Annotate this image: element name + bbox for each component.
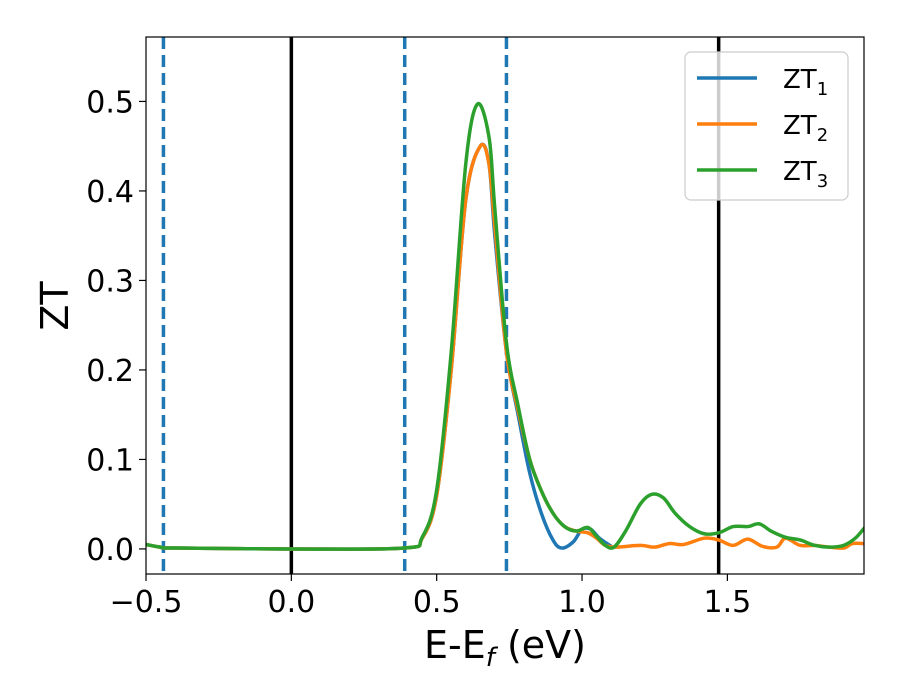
y-tick-label: 0.2 bbox=[86, 354, 134, 389]
x-tick-label: 1.5 bbox=[704, 585, 752, 620]
reference-lines bbox=[161, 37, 721, 574]
series-line-zt3 bbox=[146, 101, 864, 551]
legend-box bbox=[684, 51, 849, 201]
x-tick-label: 1.0 bbox=[558, 585, 606, 620]
y-tick-label: 0.4 bbox=[86, 175, 134, 210]
x-tick-label: −0.5 bbox=[110, 585, 183, 620]
x-tick-label: 0.5 bbox=[413, 585, 461, 620]
legend: ZT1 ZT2 ZT3 bbox=[684, 51, 849, 201]
legend-label-zt1: ZT1 bbox=[783, 65, 828, 100]
x-axis: −0.5 0.0 0.5 1.0 1.5 bbox=[110, 574, 752, 620]
legend-label-zt3: ZT3 bbox=[783, 157, 828, 192]
y-tick-label: 0.3 bbox=[86, 264, 134, 299]
x-axis-title: E-Ef (eV) bbox=[424, 623, 586, 673]
legend-label-zt2: ZT2 bbox=[783, 111, 828, 146]
y-tick-label: 0.5 bbox=[86, 85, 134, 120]
y-axis: 0.0 0.1 0.2 0.3 0.4 0.5 bbox=[86, 85, 146, 568]
plot-frame bbox=[145, 36, 865, 575]
x-tick-label: 0.0 bbox=[267, 585, 315, 620]
y-axis-title: ZT bbox=[33, 281, 77, 331]
series-layer bbox=[146, 101, 864, 551]
y-tick-label: 0.1 bbox=[86, 443, 134, 478]
y-tick-label: 0.0 bbox=[86, 533, 134, 568]
